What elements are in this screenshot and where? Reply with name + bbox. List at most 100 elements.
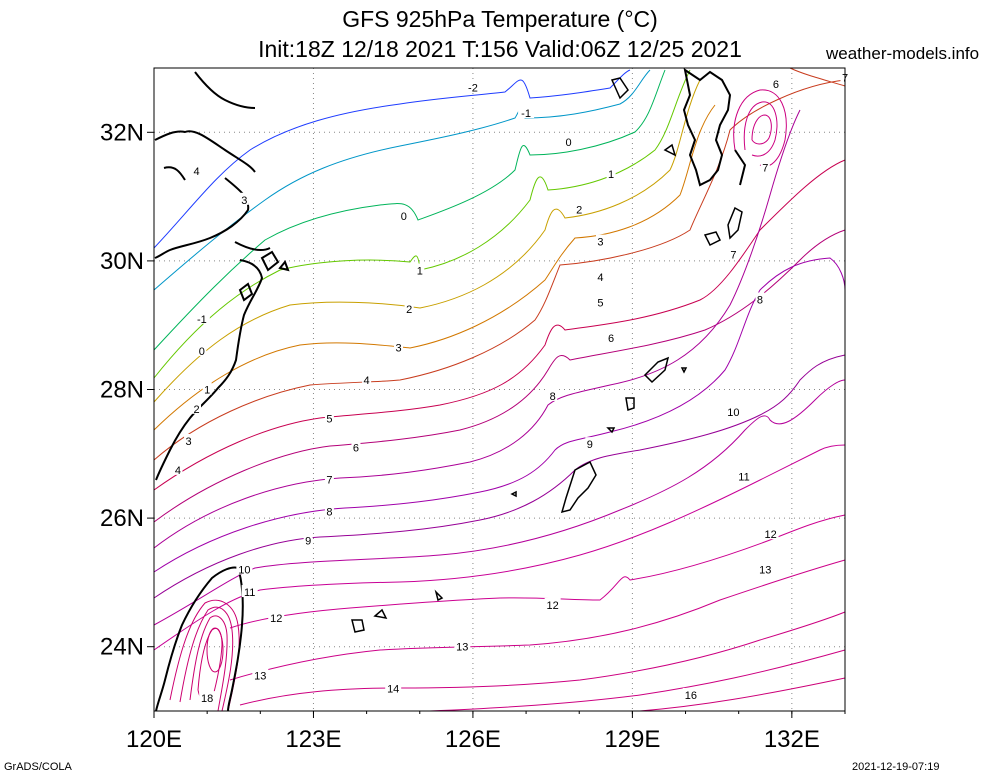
contour-label-bg: [595, 295, 605, 308]
contour-label-bg: [574, 202, 584, 215]
software-credit: GrADS/COLA: [4, 761, 72, 773]
contour-label: 2: [406, 304, 412, 316]
map-gridlines: [153, 68, 845, 711]
contour-label-bg: [268, 610, 285, 623]
contour-label-bg: [548, 388, 558, 401]
contour-far-ne: [789, 67, 846, 87]
lat-tick-label: 24N: [100, 634, 144, 661]
contour-label-bg: [595, 234, 605, 247]
contour-label-bg: [544, 597, 561, 610]
contour-minus1: [153, 69, 651, 291]
lat-tick-label: 26N: [100, 505, 144, 532]
contour-label-bg: [606, 331, 616, 344]
contour-label-bg: [757, 562, 774, 575]
contour-0: [153, 69, 666, 351]
contour-label-bg: [324, 411, 334, 424]
china-coast-north: [194, 71, 256, 109]
contour-label-bg: [585, 437, 595, 450]
contour-label: 9: [305, 536, 311, 548]
contour-label: 13: [254, 671, 266, 683]
contour-label: 16: [685, 690, 697, 702]
contour-minus2: [153, 69, 631, 249]
generation-timestamp: 2021-12-19-07:19: [852, 761, 940, 773]
contour-label-bg: [762, 527, 779, 540]
contour-3: [153, 104, 716, 431]
contour-label: -1: [197, 314, 207, 326]
contour-label: 12: [547, 600, 559, 612]
contour-label-bg: [771, 77, 781, 90]
zhoushan-islands: [238, 250, 290, 302]
contour-taiwan-c: [189, 615, 228, 712]
contour-label: 2: [576, 204, 582, 216]
contour-label: 5: [326, 413, 332, 425]
kyushu-coast: [682, 67, 747, 187]
contour-label: 13: [759, 565, 771, 577]
contour-label-bg: [236, 562, 253, 575]
contour-2: [153, 79, 701, 403]
contour-label: 10: [238, 565, 250, 577]
contour-label: 6: [773, 79, 779, 91]
contour-label: 3: [185, 436, 191, 448]
contour-taiwan-b: [179, 606, 234, 712]
axis-tick-labels: 120E 123E 126E 129E 132E 24N 26N 28N 30N 32N: [100, 119, 820, 753]
map-subtitle: Init:18Z 12/18 2021 T:156 Valid:06Z 12/2…: [258, 36, 742, 62]
contour-label: 3: [241, 195, 247, 207]
contour-label: 2: [193, 404, 199, 416]
contour-label: 4: [597, 272, 603, 284]
contour-label-bg: [199, 691, 216, 704]
contour-label-bg: [595, 269, 605, 282]
contour-label-bg: [202, 382, 212, 395]
contour-label-bg: [192, 401, 202, 414]
contour-label-bg: [394, 340, 404, 353]
contour-label-bg: [760, 160, 770, 173]
contour-label-bg: [351, 440, 361, 453]
contour-label: 7: [762, 163, 768, 175]
contour-label: 0: [199, 346, 205, 358]
goto-islands: [610, 77, 677, 157]
contour-label: 7: [326, 475, 332, 487]
contour-label: 11: [738, 471, 749, 483]
lat-tick-label: 28N: [100, 377, 144, 404]
contour-14: [239, 611, 846, 706]
contour-label: 4: [364, 375, 370, 387]
lon-tick-label: 129E: [604, 726, 660, 753]
contour-label: 7: [730, 249, 736, 261]
contour-label: 8: [757, 294, 763, 306]
contour-label-bg: [454, 639, 471, 652]
contour-8: [153, 257, 846, 573]
axis-ticks: [147, 131, 846, 718]
china-coast: [154, 130, 271, 481]
contour-label: 4: [175, 465, 181, 477]
site-credit[interactable]: weather-models.info: [826, 44, 980, 63]
contour-label: 18: [201, 693, 213, 705]
contour-label: 0: [566, 137, 572, 149]
contour-label: 1: [204, 385, 210, 397]
contour-label: 6: [608, 333, 614, 345]
lat-tick-label: 32N: [100, 119, 144, 146]
contour-kyushu-b: [743, 101, 778, 157]
lon-tick-label: 120E: [126, 726, 182, 753]
contour-label: -2: [468, 82, 478, 94]
contour-label-bg: [193, 311, 210, 324]
contour-1: [153, 69, 691, 379]
amami-oshima: [643, 356, 670, 384]
lon-tick-label: 132E: [764, 726, 820, 753]
contour-label-bg: [184, 433, 194, 446]
contour-7: [153, 109, 801, 549]
contour-label: 1: [608, 169, 614, 181]
contour-label: 9: [587, 439, 593, 451]
contour-label: 11: [244, 587, 255, 599]
contour-12: [229, 514, 846, 629]
contour-label-bg: [518, 106, 535, 119]
contour-10: [153, 379, 846, 626]
coastlines: [154, 67, 747, 712]
contour-label-bg: [728, 247, 738, 260]
map-title: GFS 925hPa Temperature (°C): [342, 6, 658, 32]
contour-label-bg: [324, 472, 334, 485]
contour-label-bg: [362, 372, 372, 385]
contour-label: -1: [521, 108, 531, 120]
contour-label: 3: [395, 343, 401, 355]
contour-label-bg: [755, 292, 765, 305]
small-islands: [510, 367, 688, 498]
